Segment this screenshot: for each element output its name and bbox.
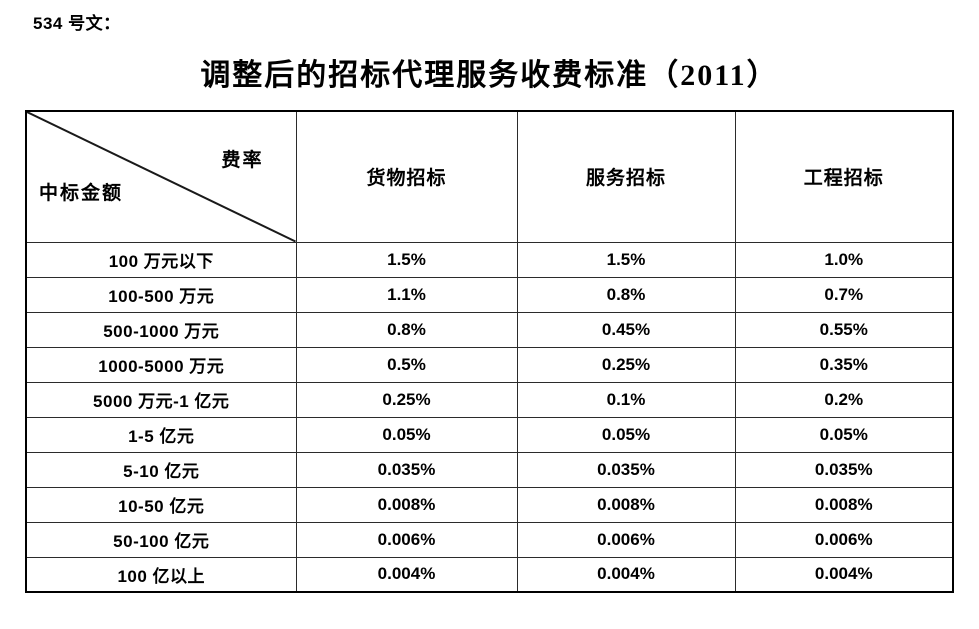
amount-range: 1-5 亿元 <box>25 416 297 453</box>
engineering-rate: 0.7% <box>734 276 954 313</box>
doc-number-label: 534 号文： <box>33 14 121 33</box>
service-rate: 0.006% <box>516 521 736 558</box>
goods-rate: 0.25% <box>295 381 518 418</box>
engineering-rate: 0.004% <box>734 556 954 593</box>
goods-rate: 0.05% <box>295 416 518 453</box>
diagonal-corner-cell: 费率 中标金额 <box>25 110 297 243</box>
goods-rate: 0.004% <box>295 556 518 593</box>
goods-rate: 1.5% <box>295 241 518 278</box>
column-header-engineering: 工程招标 <box>734 110 954 243</box>
table-row: 500-1000 万元 0.8% 0.45% 0.55% <box>25 311 954 348</box>
goods-rate: 0.006% <box>295 521 518 558</box>
service-rate: 0.25% <box>516 346 736 383</box>
engineering-rate: 0.2% <box>734 381 954 418</box>
amount-range: 100 亿以上 <box>25 556 297 593</box>
goods-rate: 1.1% <box>295 276 518 313</box>
table-row: 1-5 亿元 0.05% 0.05% 0.05% <box>25 416 954 453</box>
service-rate: 0.1% <box>516 381 736 418</box>
corner-fee-rate-label: 费率 <box>221 150 264 171</box>
engineering-rate: 0.35% <box>734 346 954 383</box>
engineering-rate: 1.0% <box>734 241 954 278</box>
table-header-row: 费率 中标金额 货物招标 服务招标 工程招标 <box>25 110 954 243</box>
diagonal-line <box>27 112 296 242</box>
service-rate: 0.05% <box>516 416 736 453</box>
fee-rate-table: 费率 中标金额 货物招标 服务招标 工程招标 100 万元以下 1.5% 1.5… <box>25 110 954 593</box>
table-row: 100 亿以上 0.004% 0.004% 0.004% <box>25 556 954 593</box>
amount-range: 5-10 亿元 <box>25 451 297 488</box>
engineering-rate: 0.006% <box>734 521 954 558</box>
table-row: 5000 万元-1 亿元 0.25% 0.1% 0.2% <box>25 381 954 418</box>
amount-range: 5000 万元-1 亿元 <box>25 381 297 418</box>
table-row: 5-10 亿元 0.035% 0.035% 0.035% <box>25 451 954 488</box>
engineering-rate: 0.55% <box>734 311 954 348</box>
service-rate: 0.8% <box>516 276 736 313</box>
service-rate: 0.008% <box>516 486 736 523</box>
engineering-rate: 0.035% <box>734 451 954 488</box>
amount-range: 50-100 亿元 <box>25 521 297 558</box>
table-row: 100 万元以下 1.5% 1.5% 1.0% <box>25 241 954 278</box>
table-row: 10-50 亿元 0.008% 0.008% 0.008% <box>25 486 954 523</box>
amount-range: 100-500 万元 <box>25 276 297 313</box>
service-rate: 0.035% <box>516 451 736 488</box>
goods-rate: 0.8% <box>295 311 518 348</box>
amount-range: 500-1000 万元 <box>25 311 297 348</box>
amount-range: 100 万元以下 <box>25 241 297 278</box>
service-rate: 0.004% <box>516 556 736 593</box>
service-rate: 0.45% <box>516 311 736 348</box>
table-row: 50-100 亿元 0.006% 0.006% 0.006% <box>25 521 954 558</box>
table-row: 100-500 万元 1.1% 0.8% 0.7% <box>25 276 954 313</box>
engineering-rate: 0.008% <box>734 486 954 523</box>
amount-range: 10-50 亿元 <box>25 486 297 523</box>
page-title: 调整后的招标代理服务收费标准（2011） <box>200 59 779 92</box>
amount-range: 1000-5000 万元 <box>25 346 297 383</box>
goods-rate: 0.035% <box>295 451 518 488</box>
service-rate: 1.5% <box>516 241 736 278</box>
engineering-rate: 0.05% <box>734 416 954 453</box>
column-header-goods: 货物招标 <box>295 110 518 243</box>
column-header-service: 服务招标 <box>516 110 736 243</box>
goods-rate: 0.5% <box>295 346 518 383</box>
corner-amount-label: 中标金额 <box>39 182 124 204</box>
table-row: 1000-5000 万元 0.5% 0.25% 0.35% <box>25 346 954 383</box>
goods-rate: 0.008% <box>295 486 518 523</box>
